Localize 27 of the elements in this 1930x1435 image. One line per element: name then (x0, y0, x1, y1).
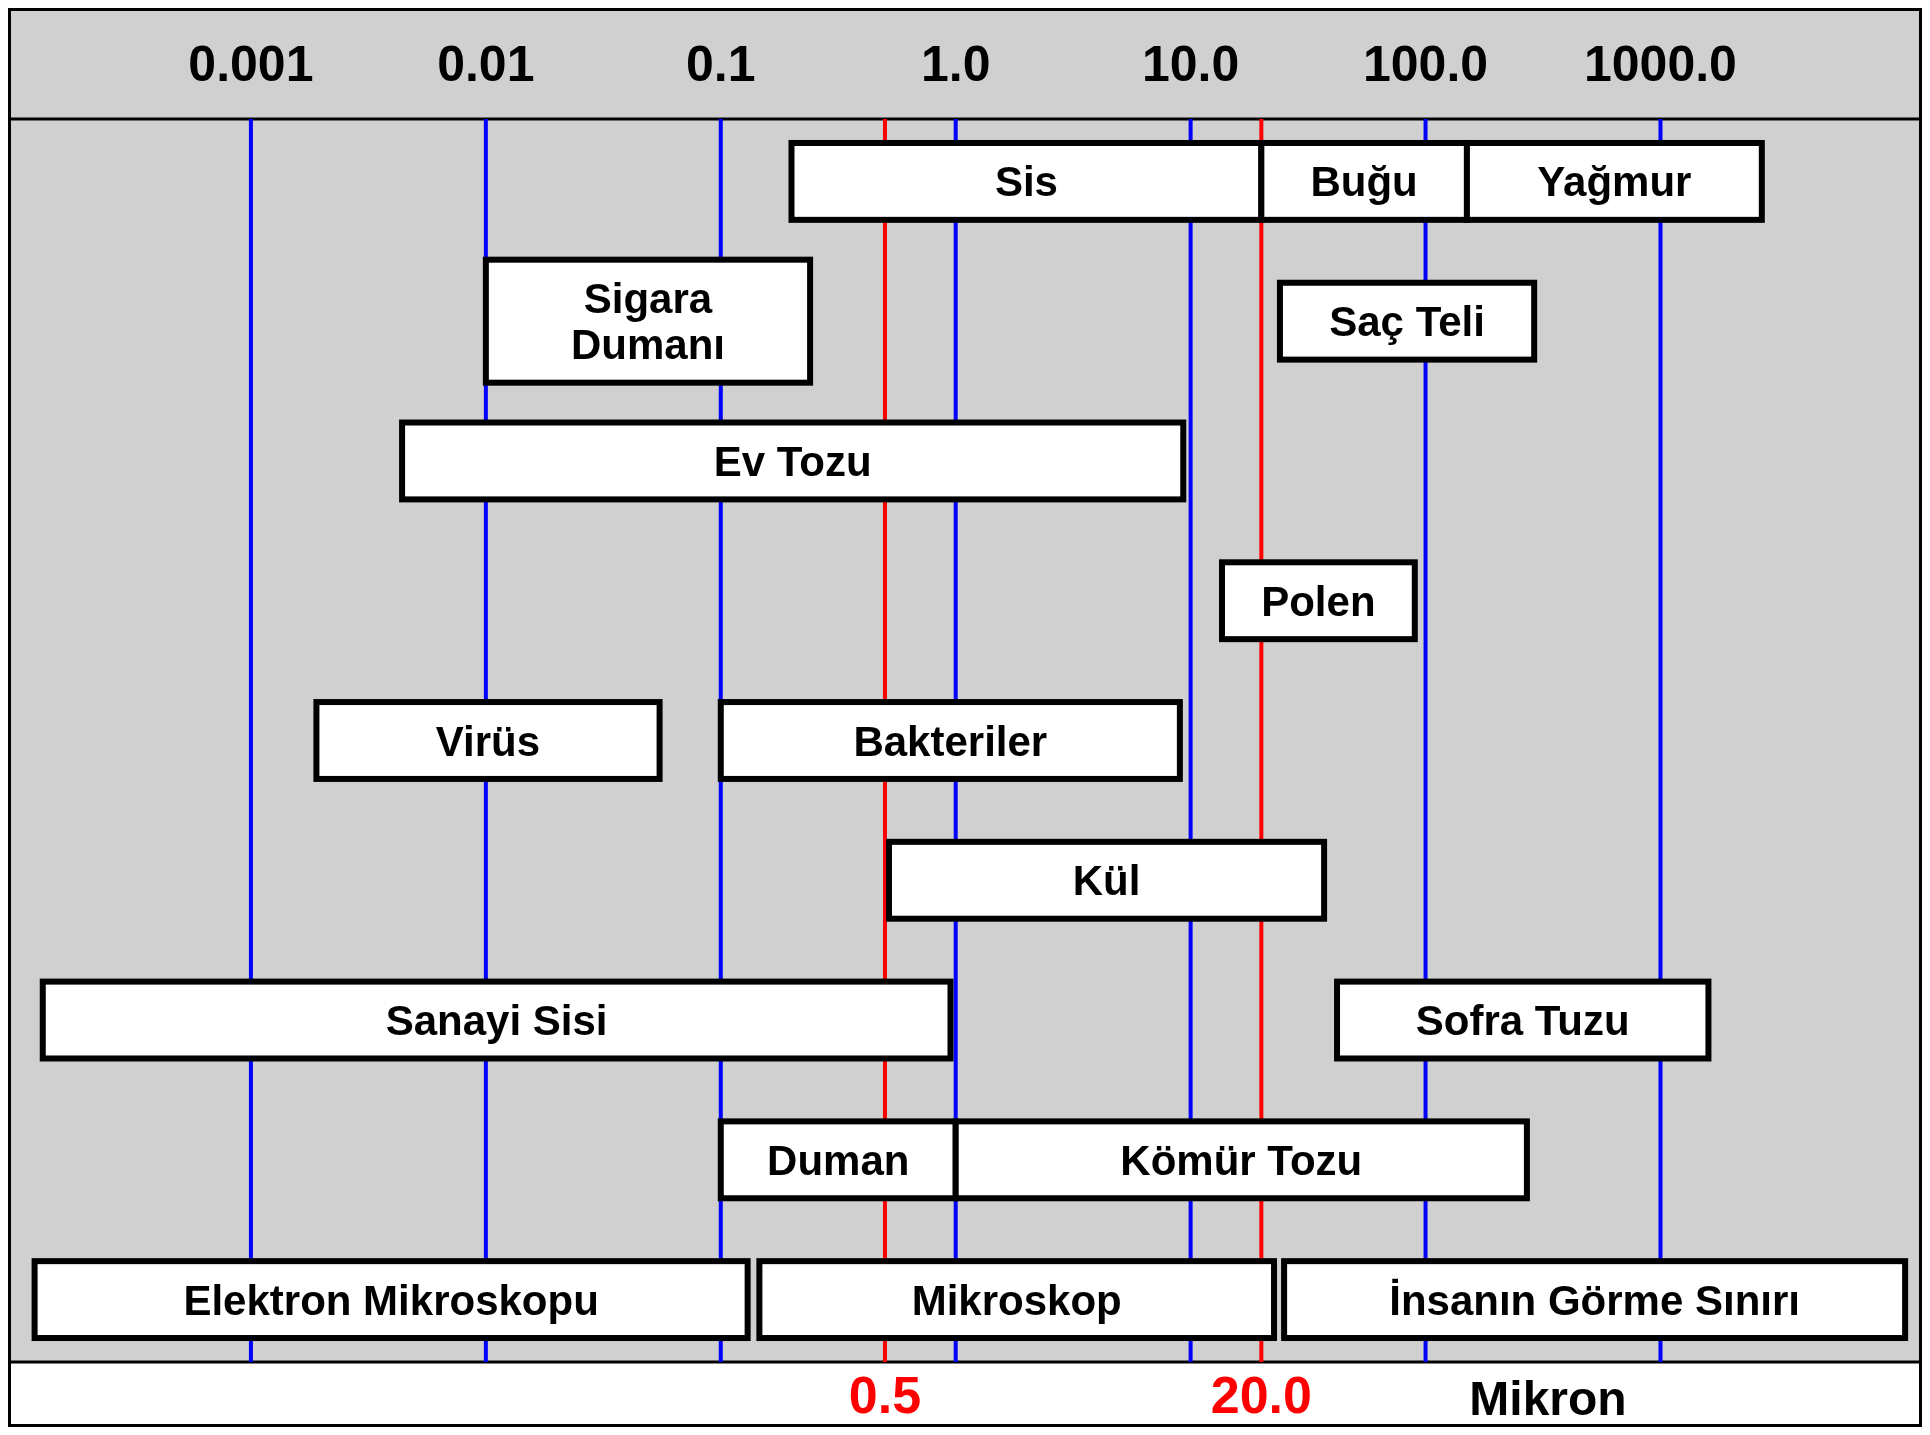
x-tick-label: 100.0 (1362, 35, 1489, 92)
x-axis-title: Mikron (1469, 1372, 1627, 1425)
ref-line-label: 20.0 (1210, 1365, 1312, 1424)
series-label: Buğu (1310, 157, 1418, 205)
series-label: Sanayi Sisi (385, 996, 608, 1044)
x-tick-label: 0.001 (188, 35, 314, 92)
series-label: Bakteriler (853, 717, 1048, 764)
x-tick-label: 1000.0 (1584, 35, 1737, 92)
series-label: Sis (994, 157, 1058, 205)
series-label: Kömür Tozu (1120, 1136, 1363, 1184)
series-label: Sigara Dumanı (570, 274, 725, 368)
series-label: Elektron Mikroskopu (183, 1276, 599, 1324)
x-tick-label: 10.0 (1141, 35, 1240, 92)
ref-line-label: 0.5 (848, 1365, 922, 1424)
x-tick-label: 0.01 (437, 35, 535, 92)
series-label: Kül (1072, 856, 1141, 904)
series-label: Mikroskop (911, 1276, 1122, 1324)
x-tick-label: 1.0 (920, 35, 991, 92)
series-label: Yağmur (1537, 157, 1692, 205)
series-label: İnsanın Görme Sınırı (1389, 1276, 1800, 1324)
x-tick-label: 0.1 (686, 35, 756, 92)
series-label: Virüs (435, 717, 541, 764)
series-label: Saç Teli (1329, 297, 1485, 345)
series-label: Polen (1261, 577, 1376, 625)
series-label: Sofra Tuzu (1415, 996, 1630, 1044)
series-label: Duman (767, 1136, 910, 1184)
series-label: Ev Tozu (713, 437, 872, 485)
